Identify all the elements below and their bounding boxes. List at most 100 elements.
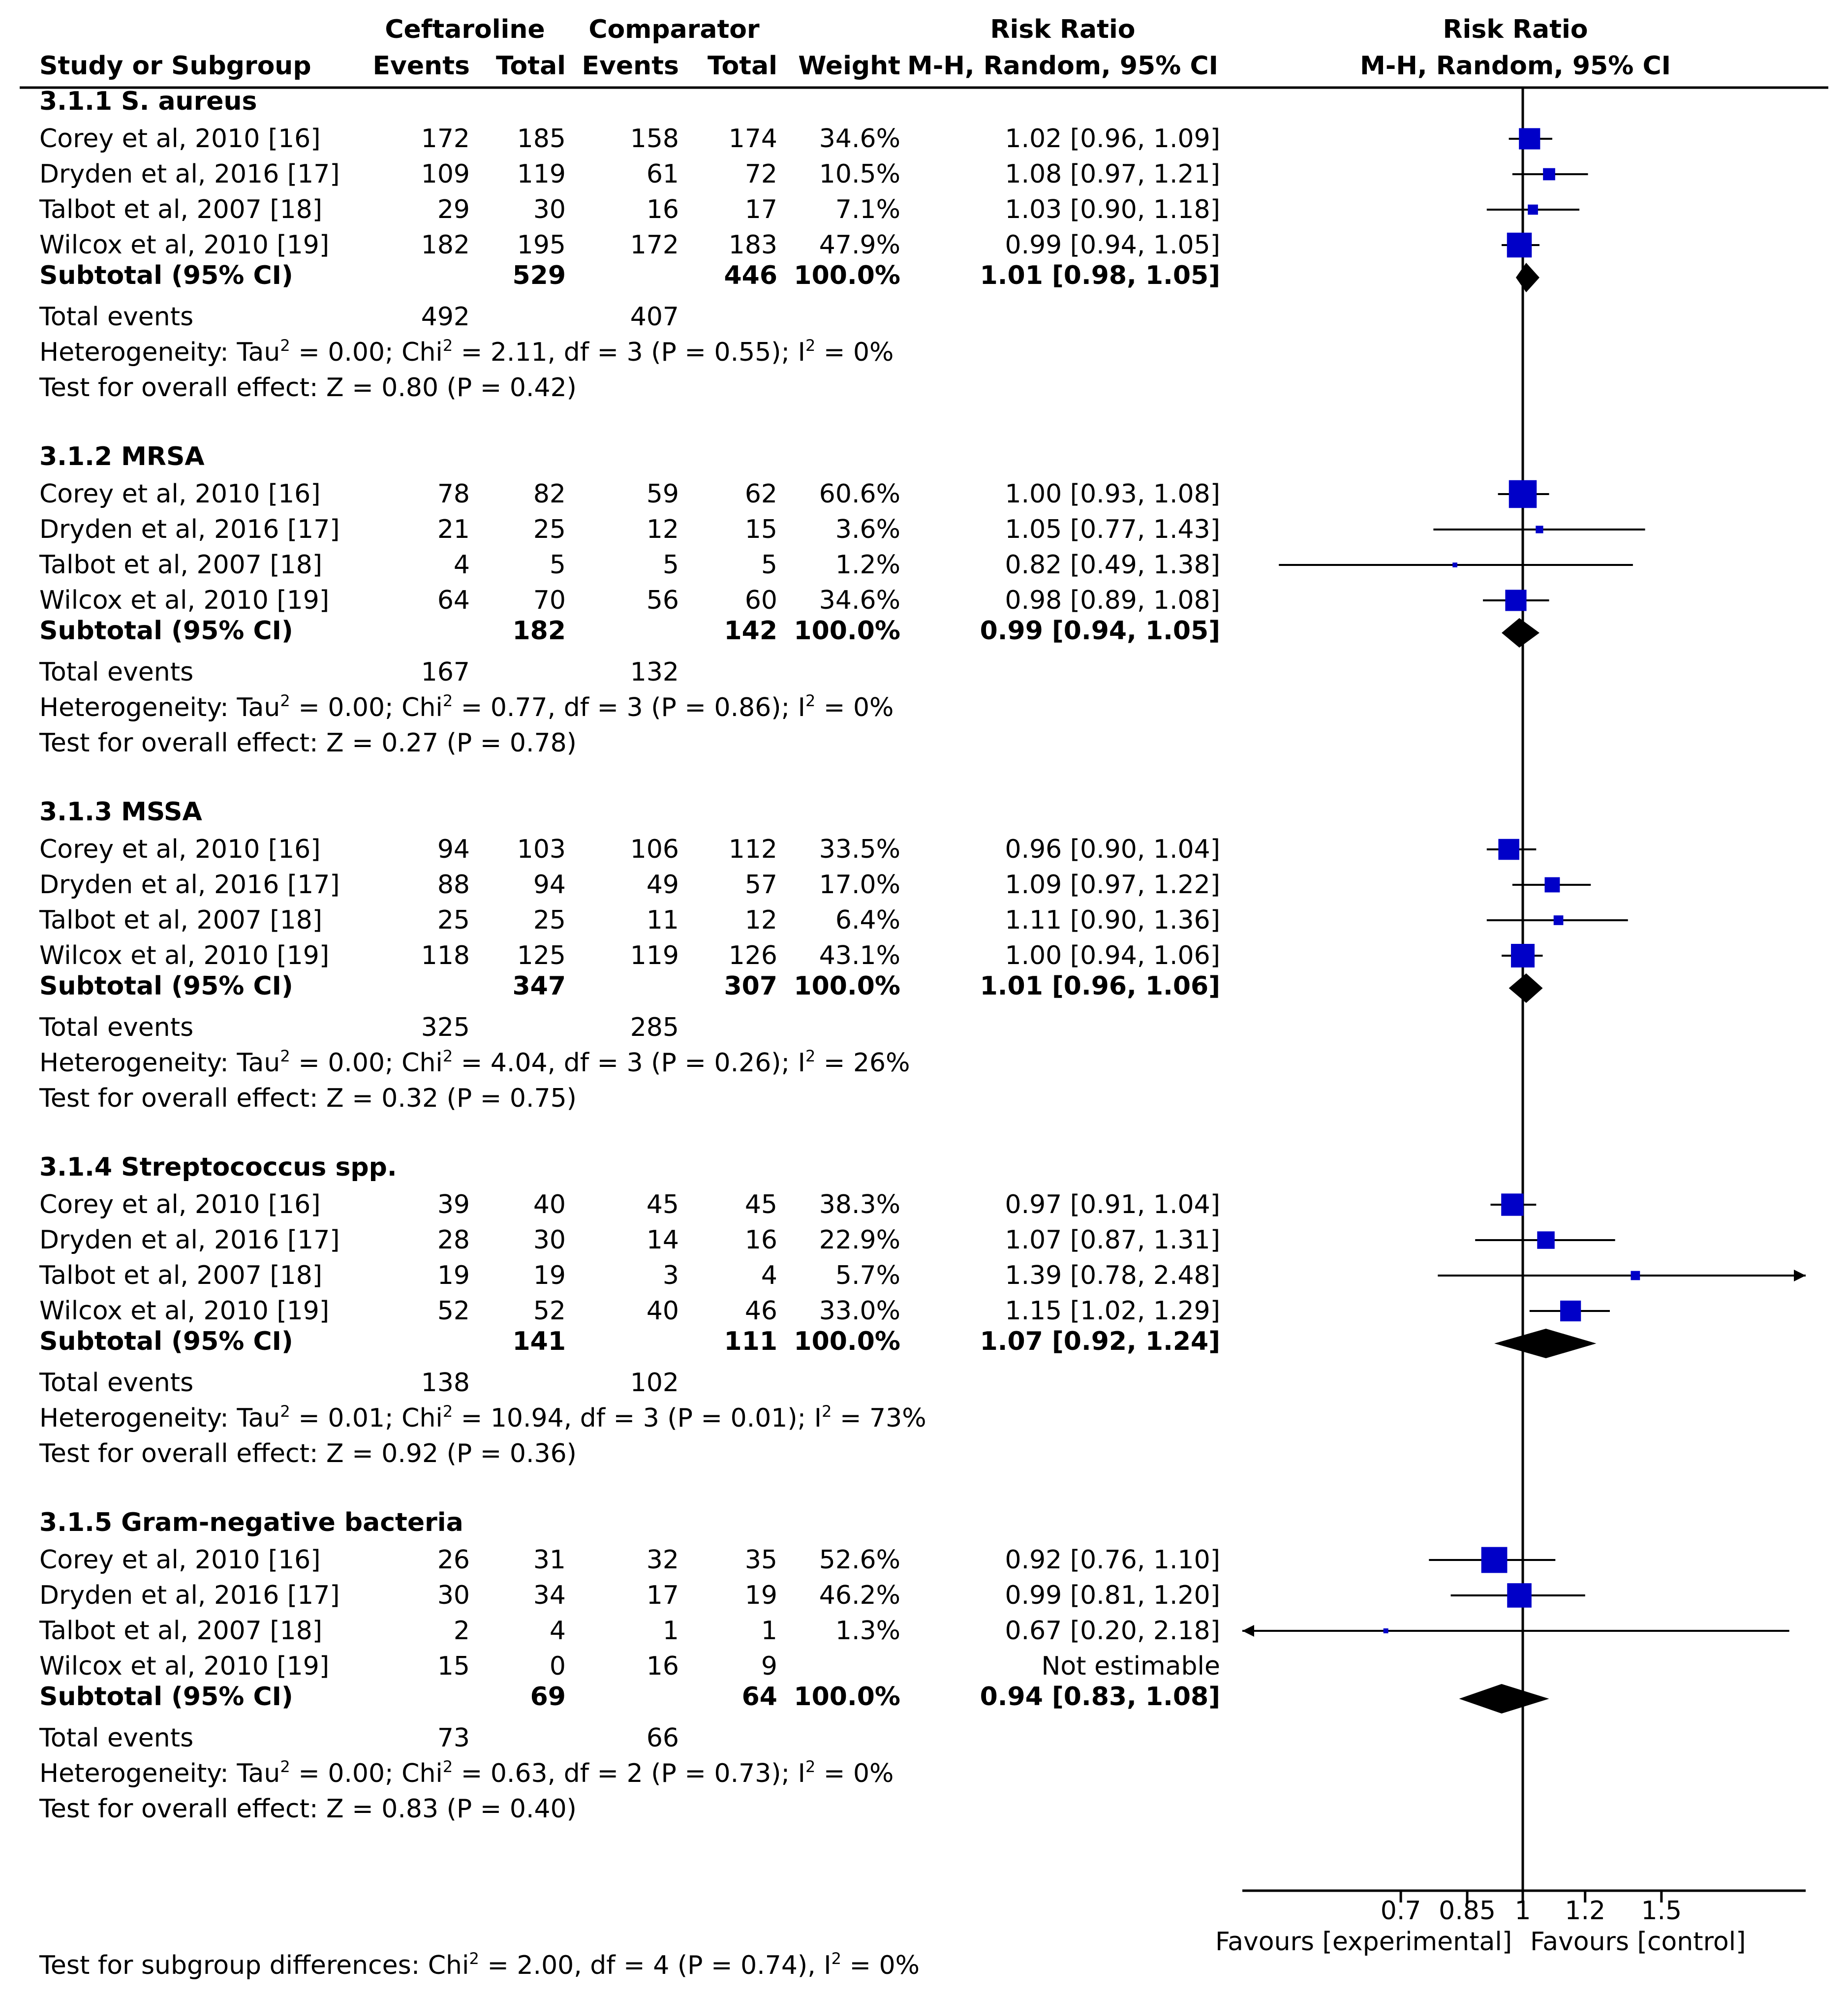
exp-events-value: 39 (437, 1190, 470, 1219)
study-name: Talbot et al, 2007 [18] (39, 1616, 323, 1646)
ctrl-events-value: 1 (662, 1616, 679, 1646)
ci-arrow (1242, 1625, 1254, 1637)
study-point-marker (1509, 480, 1537, 508)
total-events-ctrl: 407 (630, 302, 679, 332)
risk-ratio-ci: 1.39 [0.78, 2.48] (1005, 1261, 1220, 1290)
subtotal-weight: 100.0% (794, 971, 900, 1001)
study-name: Dryden et al, 2016 [17] (39, 515, 340, 544)
ctrl-total-value: 62 (744, 479, 777, 509)
study-point-marker (1498, 839, 1519, 860)
ctrl-events-value: 158 (630, 124, 679, 154)
ctrl-total-value: 72 (744, 159, 777, 189)
favours-control-label: Favours [control] (1530, 1927, 1746, 1957)
study-point-marker (1536, 526, 1543, 533)
risk-ratio-ci: 0.96 [0.90, 1.04] (1005, 835, 1220, 864)
study-point-marker (1507, 232, 1532, 258)
total-events-exp: 325 (421, 1013, 470, 1042)
total-events-exp: 167 (421, 657, 470, 687)
study-name: Talbot et al, 2007 [18] (39, 905, 323, 935)
subtotal-weight: 100.0% (794, 261, 900, 290)
study-point-marker (1543, 168, 1555, 181)
weight-value: 1.3% (835, 1616, 900, 1646)
study-name: Corey et al, 2010 [16] (39, 124, 321, 154)
study-name: Wilcox et al, 2010 [19] (39, 941, 330, 970)
header-ctrl-group: Comparator (588, 15, 760, 44)
x-tick-label: 1.5 (1641, 1896, 1682, 1926)
subgroup-title: 3.1.3 MSSA (39, 797, 202, 827)
subtotal-exp-total: 529 (512, 261, 566, 290)
exp-events-value: 26 (437, 1545, 470, 1575)
risk-ratio-ci: 0.98 [0.89, 1.08] (1005, 586, 1220, 615)
ctrl-events-value: 16 (646, 1652, 679, 1681)
ctrl-events-value: 172 (630, 230, 679, 260)
heterogeneity-stats: Heterogeneity: Tau2 = 0.00; Chi2 = 0.63,… (39, 1757, 894, 1788)
ctrl-events-value: 119 (630, 941, 679, 970)
ctrl-events-value: 61 (646, 159, 679, 189)
ctrl-total-value: 12 (744, 905, 777, 935)
exp-total-value: 25 (533, 515, 566, 544)
study-point-marker (1544, 877, 1560, 893)
study-name: Wilcox et al, 2010 [19] (39, 1652, 330, 1681)
study-name: Corey et al, 2010 [16] (39, 479, 321, 509)
ctrl-events-value: 40 (646, 1296, 679, 1326)
subtotal-ci: 1.07 [0.92, 1.24] (980, 1327, 1220, 1356)
exp-total-value: 4 (549, 1616, 566, 1646)
exp-events-value: 25 (437, 905, 470, 935)
total-events-ctrl: 102 (630, 1368, 679, 1398)
ctrl-total-value: 126 (728, 941, 777, 970)
exp-events-value: 15 (437, 1652, 470, 1681)
study-point-marker (1519, 128, 1540, 150)
study-name: Talbot et al, 2007 [18] (39, 1261, 323, 1290)
ctrl-events-value: 16 (646, 195, 679, 224)
ctrl-events-value: 3 (662, 1261, 679, 1290)
exp-total-value: 30 (533, 1225, 566, 1255)
total-events-exp: 492 (421, 302, 470, 332)
study-point-marker (1481, 1547, 1508, 1573)
ctrl-total-value: 15 (744, 515, 777, 544)
risk-ratio-ci: 0.92 [0.76, 1.10] (1005, 1545, 1220, 1575)
ctrl-events-value: 14 (646, 1225, 679, 1255)
exp-events-value: 52 (437, 1296, 470, 1326)
subtotal-ctrl-total: 64 (741, 1682, 777, 1712)
header-rr-method: M-H, Random, 95% CI (907, 51, 1218, 81)
weight-value: 17.0% (819, 870, 900, 900)
exp-events-value: 118 (421, 941, 470, 970)
heterogeneity-stats: Heterogeneity: Tau2 = 0.00; Chi2 = 4.04,… (39, 1047, 910, 1078)
ctrl-total-value: 16 (744, 1225, 777, 1255)
exp-total-value: 34 (533, 1581, 566, 1610)
ctrl-events-value: 56 (646, 586, 679, 615)
weight-value: 47.9% (819, 230, 900, 260)
risk-ratio-ci: 1.03 [0.90, 1.18] (1005, 195, 1220, 224)
heterogeneity-stats: Heterogeneity: Tau2 = 0.00; Chi2 = 2.11,… (39, 336, 894, 367)
subtotal-ctrl-total: 111 (724, 1327, 777, 1356)
overall-effect-test: Test for overall effect: Z = 0.83 (P = 0… (39, 1794, 577, 1824)
risk-ratio-ci: 1.15 [1.02, 1.29] (1005, 1296, 1220, 1326)
risk-ratio-ci: 0.99 [0.81, 1.20] (1005, 1581, 1220, 1610)
exp-events-value: 4 (453, 550, 470, 580)
weight-value: 60.6% (819, 479, 900, 509)
weight-value: 1.2% (835, 550, 900, 580)
subtotal-label: Subtotal (95% CI) (39, 971, 293, 1001)
subtotal-diamond (1515, 263, 1540, 292)
subtotal-label: Subtotal (95% CI) (39, 616, 293, 646)
study-name: Wilcox et al, 2010 [19] (39, 1296, 330, 1326)
risk-ratio-ci: 0.82 [0.49, 1.38] (1005, 550, 1220, 580)
ctrl-total-value: 45 (744, 1190, 777, 1219)
study-name: Corey et al, 2010 [16] (39, 1190, 321, 1219)
weight-value: 34.6% (819, 124, 900, 154)
subgroup-title: 3.1.4 Streptococcus spp. (39, 1153, 397, 1182)
exp-total-value: 103 (517, 835, 566, 864)
weight-value: 52.6% (819, 1545, 900, 1575)
weight-value: 34.6% (819, 586, 900, 615)
x-tick-label: 1.2 (1565, 1896, 1605, 1926)
subtotal-ci: 0.94 [0.83, 1.08] (980, 1682, 1220, 1712)
study-point-marker (1452, 562, 1457, 567)
header-rr-title: Risk Ratio (990, 15, 1136, 44)
risk-ratio-ci: 1.09 [0.97, 1.22] (1005, 870, 1220, 900)
subtotal-diamond (1494, 1329, 1597, 1358)
study-name: Corey et al, 2010 [16] (39, 835, 321, 864)
header-weight: Weight (798, 51, 900, 81)
study-point-marker (1560, 1300, 1581, 1322)
ctrl-total-value: 9 (761, 1652, 777, 1681)
study-point-marker (1631, 1271, 1640, 1280)
